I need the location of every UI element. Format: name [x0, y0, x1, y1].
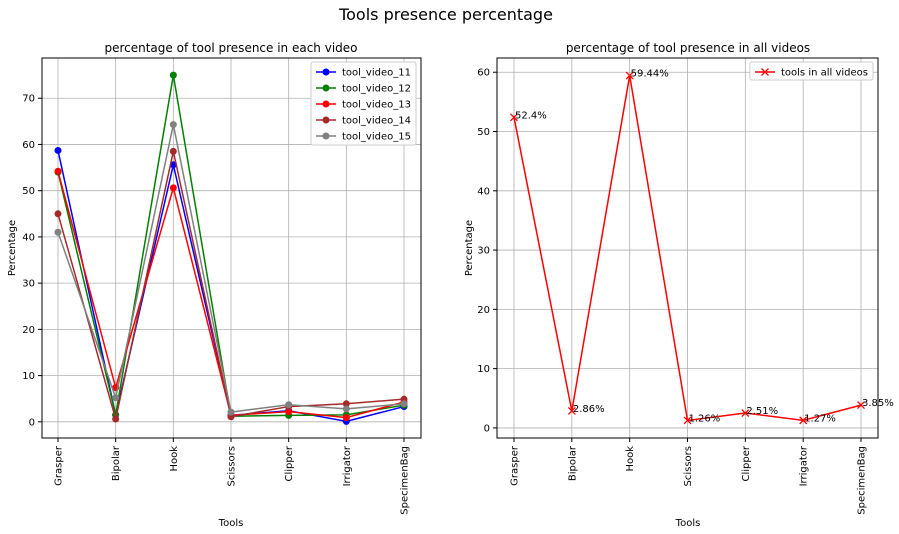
data-point — [227, 408, 235, 416]
y-tick-label: 70 — [22, 94, 35, 105]
chart-left: percentage of tool presence in each vide… — [7, 41, 422, 529]
data-point — [169, 184, 177, 192]
y-tick-label: 20 — [22, 325, 35, 336]
data-label: 2.86% — [573, 404, 605, 415]
chart-right-y-ticks: 0 10 20 30 40 50 60 — [477, 68, 497, 434]
legend-marker — [322, 68, 330, 76]
y-tick-label: 10 — [22, 371, 35, 382]
legend-label: tool_video_14 — [342, 116, 411, 127]
chart-right-xlabel: Tools — [675, 518, 701, 529]
legend-label: tool_video_12 — [342, 84, 411, 95]
data-label: 52.4% — [515, 110, 547, 121]
data-point — [857, 401, 865, 410]
y-tick-label: 50 — [22, 186, 35, 197]
data-point — [510, 113, 518, 122]
chart-left-x-ticks: Grasper Bipolar Hook Scissors Clipper Irrigat… — [54, 438, 411, 515]
y-tick-label: 40 — [22, 232, 35, 243]
data-point — [169, 71, 177, 79]
data-point — [342, 405, 350, 413]
x-tick-label: Irrigator — [342, 445, 353, 486]
data-label: 2.51% — [746, 406, 778, 417]
legend-marker — [322, 116, 330, 124]
data-point — [625, 71, 634, 80]
chart-left-legend-box — [310, 61, 417, 146]
y-tick-label: 30 — [22, 279, 35, 290]
data-point — [342, 400, 350, 408]
chart-left-xlabel: Tools — [218, 518, 244, 529]
data-point — [285, 401, 293, 409]
data-label: 1.27% — [804, 413, 836, 424]
data-point — [567, 407, 576, 415]
x-tick-label: Grasper — [54, 445, 65, 486]
data-label: 1.26% — [689, 413, 721, 424]
y-tick-label: 60 — [22, 140, 35, 151]
chart-right-title: percentage of tool presence in all video… — [566, 41, 810, 55]
figure-suptitle: Tools presence percentage — [338, 5, 553, 24]
data-point — [169, 147, 177, 155]
data-point — [799, 416, 808, 425]
data-point — [54, 228, 62, 236]
legend-label: tool_video_15 — [342, 132, 411, 143]
chart-left-series — [54, 71, 408, 425]
data-point — [54, 167, 62, 175]
y-tick-label: 0 — [29, 417, 35, 428]
x-tick-label: Scissors — [227, 446, 238, 486]
chart-left-title: percentage of tool presence in each vide… — [104, 41, 357, 55]
data-point — [54, 210, 62, 218]
data-point — [342, 414, 350, 422]
legend-marker — [322, 100, 330, 108]
y-tick-label: 0 — [484, 423, 490, 434]
data-point — [169, 121, 177, 129]
x-tick-label: SpecimenBag — [857, 446, 868, 515]
chart-left-ylabel: Percentage — [7, 220, 18, 276]
chart-right: percentage of tool presence in all video… — [464, 41, 894, 529]
data-label: 59.44% — [631, 69, 669, 80]
chart-left-y-ticks: 0 10 20 30 40 50 60 70 — [22, 94, 42, 428]
x-tick-label: Bipolar — [567, 445, 578, 481]
x-tick-label: Clipper — [741, 445, 752, 481]
x-tick-label: Hook — [625, 446, 636, 472]
y-tick-label: 30 — [477, 246, 490, 257]
legend-marker — [761, 68, 769, 76]
data-point — [400, 400, 408, 408]
data-point — [112, 415, 120, 423]
data-point — [54, 146, 62, 154]
legend-marker — [322, 132, 330, 140]
data-point — [285, 408, 293, 416]
legend-label: tool_video_11 — [342, 68, 411, 79]
chart-right-legend-box — [749, 61, 874, 81]
data-point — [683, 416, 692, 425]
y-tick-label: 60 — [477, 68, 490, 79]
chart-right-x-ticks: Grasper Bipolar Hook Scissors Clipper Irrigat… — [510, 438, 868, 515]
y-tick-label: 10 — [477, 364, 490, 375]
chart-right-ylabel: Percentage — [464, 220, 475, 276]
y-tick-label: 20 — [477, 305, 490, 316]
x-tick-label: Scissors — [683, 446, 694, 486]
x-tick-label: Clipper — [284, 445, 295, 481]
legend-label: tool_video_13 — [342, 100, 411, 111]
data-point — [741, 409, 750, 418]
y-tick-label: 50 — [477, 127, 490, 138]
x-tick-label: Grasper — [510, 445, 521, 486]
chart-left-legend: tool_video_11 tool_video_12 tool_video_13t… — [310, 61, 417, 146]
x-tick-label: Hook — [169, 446, 180, 472]
x-tick-label: Irrigator — [799, 445, 810, 486]
x-tick-label: SpecimenBag — [400, 446, 411, 515]
data-point — [112, 394, 120, 402]
chart-right-legend: tools in all videos — [749, 61, 874, 81]
x-tick-label: Bipolar — [111, 445, 122, 481]
legend-label: tools in all videos — [781, 68, 868, 79]
legend-marker — [322, 84, 330, 92]
y-tick-label: 40 — [477, 186, 490, 197]
